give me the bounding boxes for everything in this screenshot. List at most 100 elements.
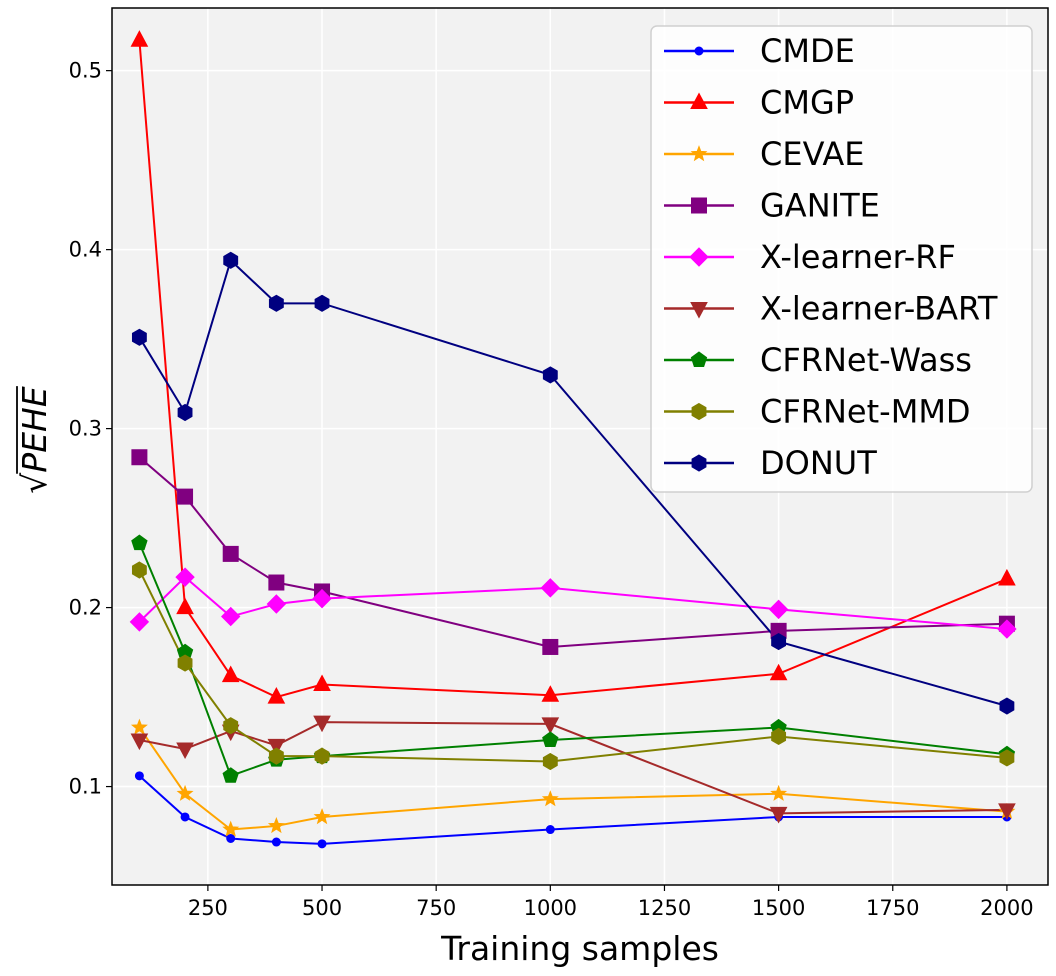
series-line-cmgp xyxy=(138,40,1008,699)
marker-shape xyxy=(541,790,559,807)
series-line-x-learner-rf xyxy=(138,575,1007,631)
marker-shape xyxy=(690,92,708,109)
marker-shape xyxy=(268,574,285,591)
marker-shape xyxy=(999,697,1015,715)
series-line-x-learner-bart xyxy=(139,721,1007,815)
marker-shape xyxy=(541,717,560,734)
data-point-ganite xyxy=(542,638,559,655)
data-point-cfrnet-wass xyxy=(222,767,239,783)
x-axis-title: Training samples xyxy=(440,929,719,968)
data-point-cmde xyxy=(134,771,144,781)
marker-shape xyxy=(690,145,708,162)
legend-label-cfrnet-mmd: CFRNet-MMD xyxy=(760,393,971,431)
data-point-x-learner-rf xyxy=(997,619,1017,639)
marker-shape xyxy=(130,733,149,751)
series-line-cfrnet-mmd xyxy=(138,569,1008,763)
marker-shape xyxy=(771,633,787,651)
series-line-ganite xyxy=(138,456,1007,648)
data-point-ganite xyxy=(177,488,194,505)
marker-shape xyxy=(997,619,1017,639)
x-tick-label: 250 xyxy=(188,896,228,920)
data-point-cfrnet-wass xyxy=(131,534,148,551)
marker-shape xyxy=(177,488,194,505)
marker-shape xyxy=(541,685,560,702)
data-point-x-learner-rf xyxy=(221,606,241,627)
marker-shape xyxy=(545,825,555,835)
marker-shape xyxy=(223,717,239,735)
legend: CMDE CMGP CEVAE GANITE X-learner-RF X-learner… xyxy=(650,25,1033,493)
legend-label-cmde: CMDE xyxy=(760,32,855,70)
marker-shape xyxy=(177,403,193,422)
y-tick-label: 0.1 xyxy=(69,775,102,799)
marker-shape xyxy=(768,599,789,620)
legend-marker-cevae xyxy=(690,145,708,162)
y-axis-title: √PEHE xyxy=(15,386,54,494)
data-point-x-learner-bart xyxy=(541,717,560,734)
marker-shape xyxy=(176,784,194,801)
data-point-cmde xyxy=(271,837,281,847)
x-tick-label: 750 xyxy=(416,896,456,920)
data-point-cfrnet-mmd xyxy=(177,654,193,672)
data-point-cmgp xyxy=(998,568,1016,586)
legend-marker-x-learner-rf xyxy=(689,247,709,267)
marker-shape xyxy=(313,808,331,825)
marker-shape xyxy=(314,747,330,765)
data-point-ganite xyxy=(268,574,285,591)
data-point-x-learner-bart xyxy=(769,806,788,824)
data-point-cfrnet-mmd xyxy=(223,717,239,735)
x-tick-label: 2000 xyxy=(980,896,1033,920)
legend-marker-ganite xyxy=(691,197,707,214)
marker-shape xyxy=(691,197,707,214)
data-point-x-learner-rf xyxy=(129,612,150,632)
data-point-cmde xyxy=(545,825,555,835)
data-point-donut xyxy=(223,251,239,269)
legend-marker-cmgp xyxy=(690,92,708,109)
data-point-x-learner-bart xyxy=(176,742,194,760)
marker-shape xyxy=(314,294,330,312)
x-tick-label: 500 xyxy=(302,896,342,920)
data-point-x-learner-rf xyxy=(540,578,561,598)
data-point-cmgp xyxy=(313,674,331,692)
marker-shape xyxy=(691,402,707,421)
marker-shape xyxy=(131,449,148,466)
data-point-cevae xyxy=(313,808,331,825)
marker-shape xyxy=(222,820,240,837)
series-line-donut xyxy=(138,258,1008,707)
marker-shape xyxy=(267,687,286,704)
data-point-cfrnet-mmd xyxy=(542,752,558,771)
marker-shape xyxy=(542,638,559,655)
data-point-donut xyxy=(314,294,330,312)
series-line-cevae xyxy=(138,726,1007,831)
data-point-cfrnet-mmd xyxy=(771,727,787,746)
data-point-cfrnet-mmd xyxy=(131,561,147,579)
marker-shape xyxy=(130,30,149,47)
marker-shape xyxy=(180,812,190,822)
legend-marker-donut xyxy=(691,454,707,472)
data-point-donut xyxy=(771,633,787,651)
data-point-cmgp xyxy=(769,663,788,681)
marker-shape xyxy=(131,534,148,551)
legend-label-cevae: CEVAE xyxy=(760,135,865,173)
marker-shape xyxy=(129,612,150,632)
marker-shape xyxy=(694,46,704,56)
data-point-cmgp xyxy=(176,597,194,615)
data-point-cfrnet-mmd xyxy=(999,749,1015,767)
marker-shape xyxy=(312,588,332,609)
data-point-x-learner-bart xyxy=(267,738,286,756)
legend-frame xyxy=(650,25,1033,493)
x-tick-label: 1000 xyxy=(524,896,577,920)
marker-shape xyxy=(998,568,1016,586)
x-tick-label: 1250 xyxy=(638,896,691,920)
marker-shape xyxy=(226,833,236,843)
y-tick-label: 0.3 xyxy=(69,417,102,441)
y-tick-label: 0.4 xyxy=(69,238,102,262)
data-point-cmgp xyxy=(221,665,240,683)
x-tick-label: 1750 xyxy=(866,896,919,920)
series-lines xyxy=(138,40,1008,845)
marker-shape xyxy=(690,351,708,367)
data-point-cevae xyxy=(176,784,194,801)
data-point-donut xyxy=(999,697,1015,715)
data-point-cevae xyxy=(222,820,240,837)
marker-shape xyxy=(770,784,788,801)
